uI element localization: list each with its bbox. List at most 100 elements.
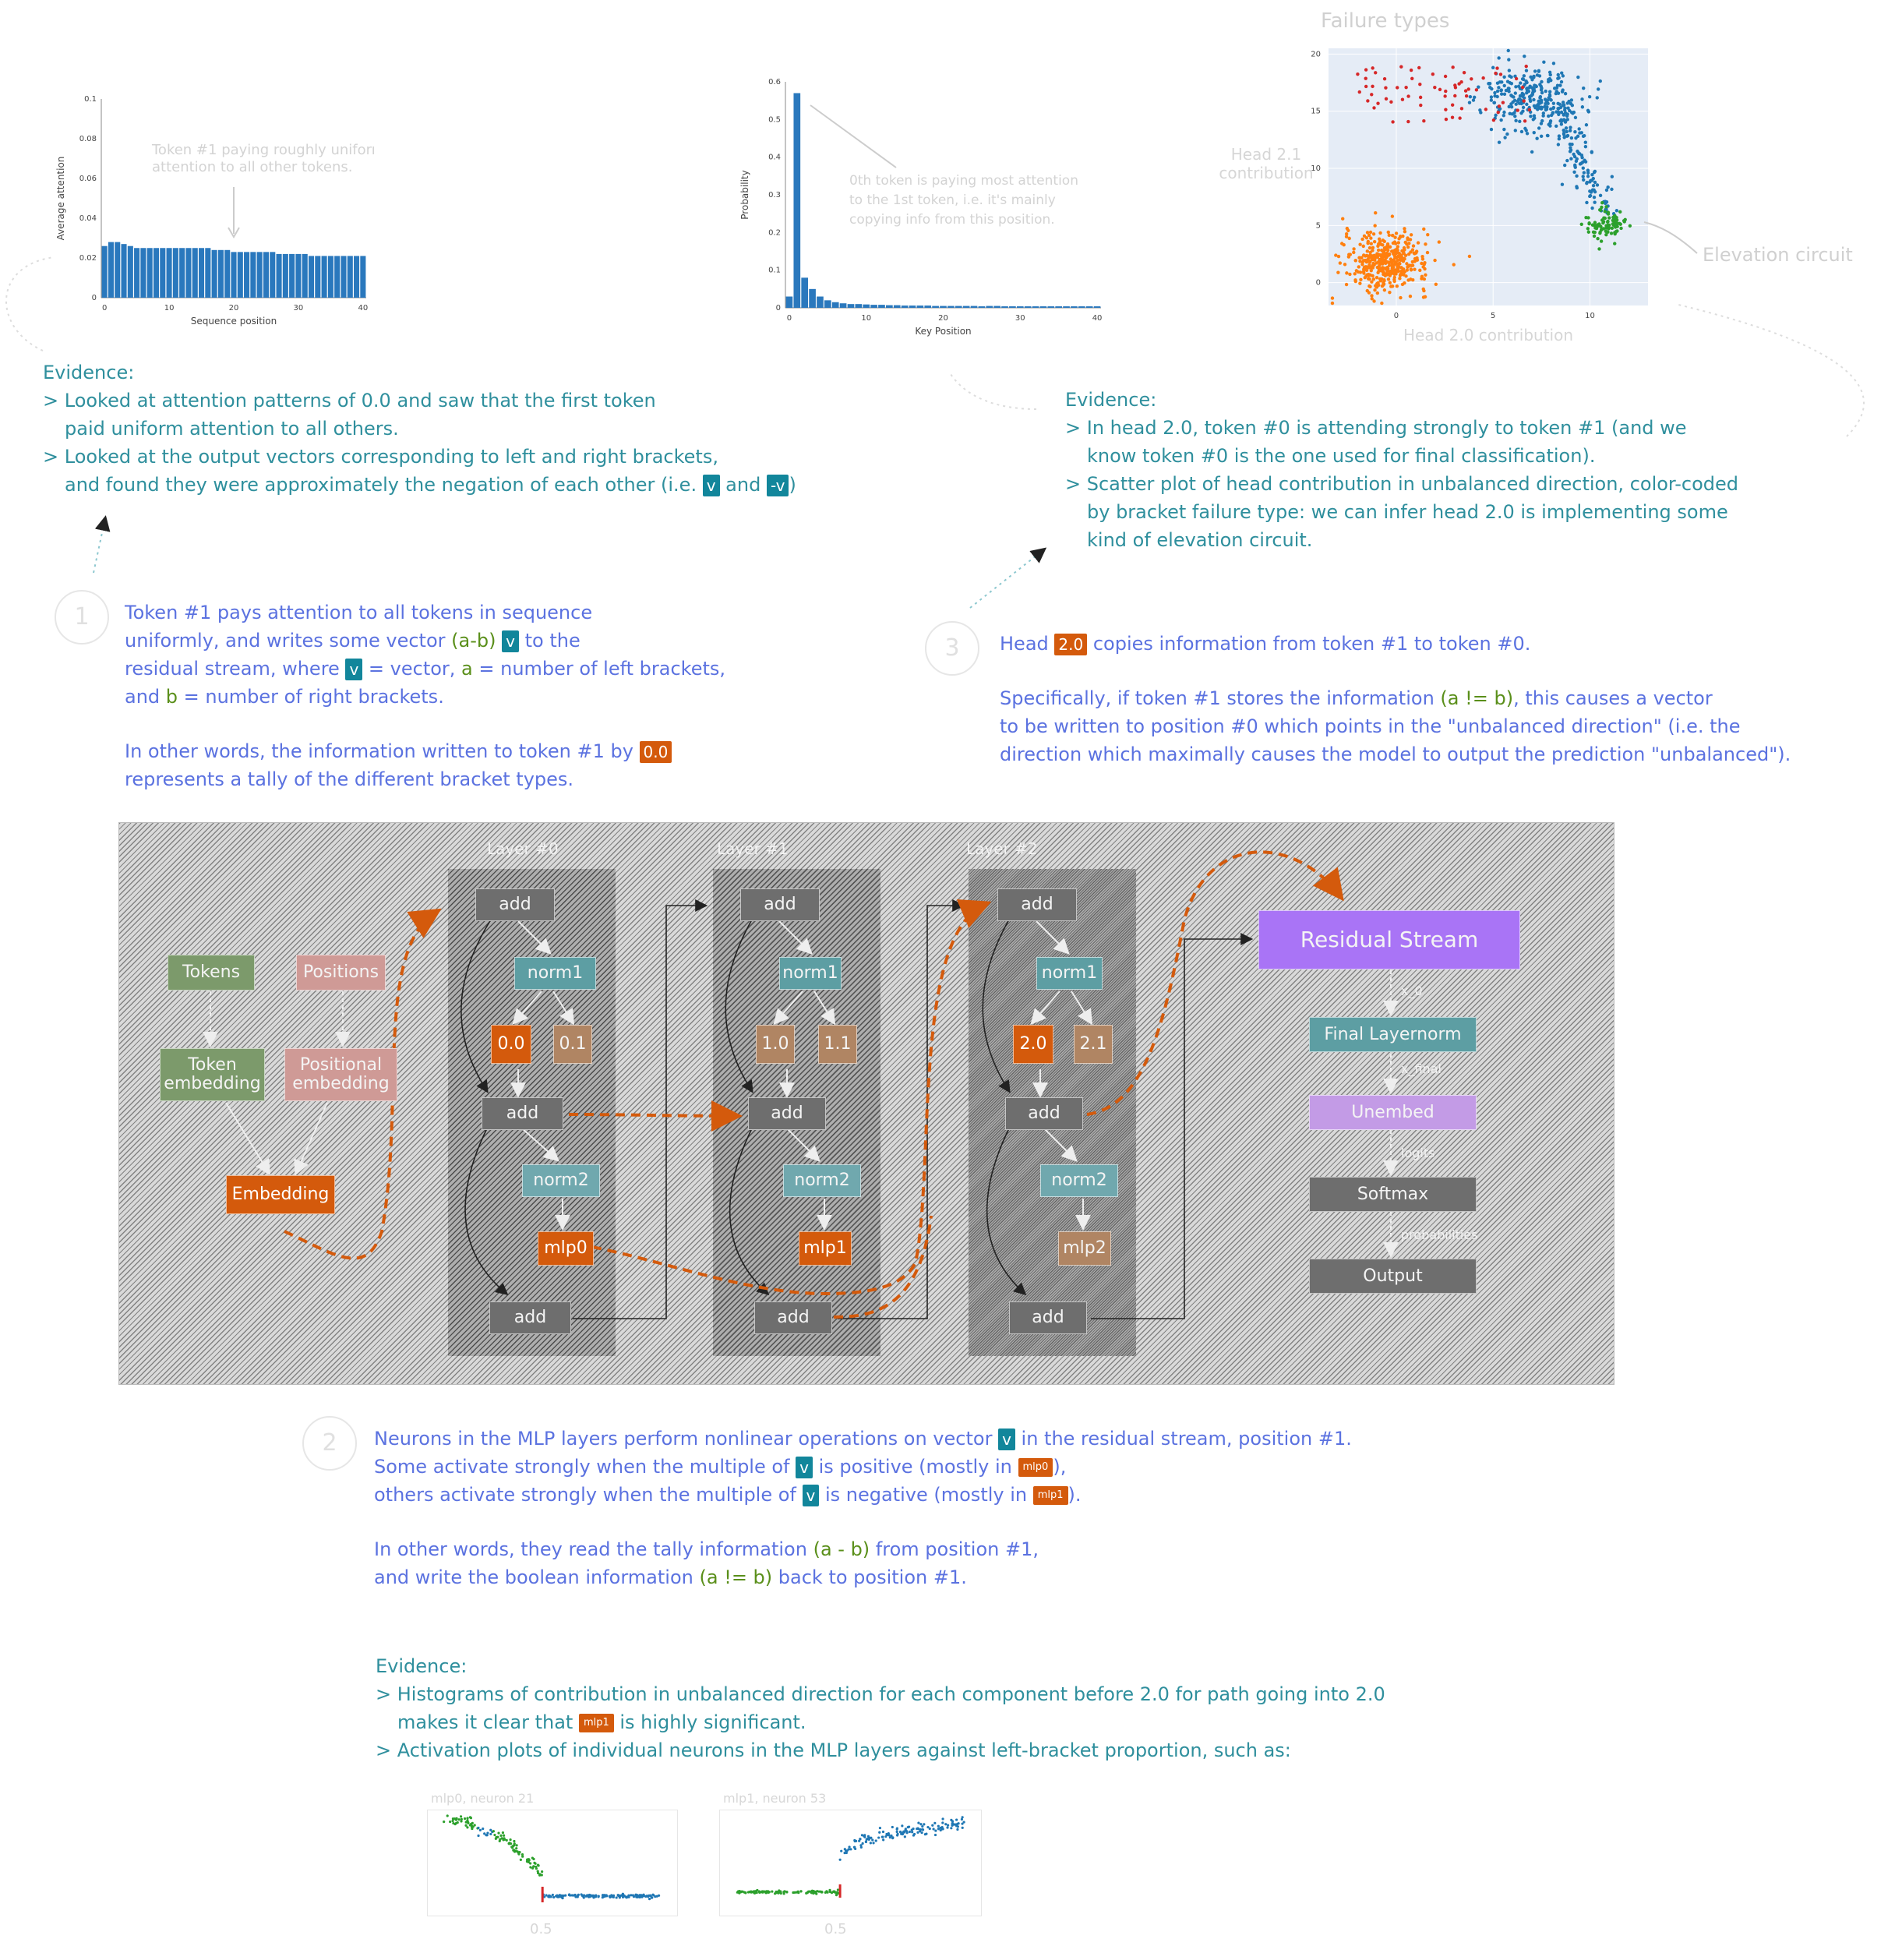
vector-neg-v-tag: -v bbox=[766, 475, 789, 496]
neuron-point bbox=[451, 1819, 454, 1823]
scatter-point bbox=[1563, 91, 1568, 96]
scatter-point bbox=[1357, 90, 1361, 94]
scatter-point bbox=[1424, 273, 1427, 277]
scatter-point bbox=[1569, 148, 1573, 152]
scatter-point bbox=[1396, 245, 1400, 249]
neuron-point bbox=[477, 1826, 480, 1830]
scatter-point bbox=[1462, 70, 1466, 75]
bar bbox=[801, 277, 809, 308]
scatter-point bbox=[1343, 263, 1347, 267]
neuron-point bbox=[950, 1827, 953, 1830]
neuron-point bbox=[531, 1866, 535, 1870]
neuron-point bbox=[912, 1828, 915, 1831]
bar bbox=[295, 253, 302, 298]
scatter-point bbox=[1389, 100, 1393, 104]
mlp1-node: mlp1 bbox=[799, 1231, 852, 1266]
scatter-point bbox=[1554, 90, 1558, 94]
scatter-point bbox=[1529, 75, 1533, 79]
neuron-point bbox=[556, 1894, 559, 1897]
scatter-point bbox=[1396, 268, 1400, 272]
scatter-point bbox=[1491, 118, 1496, 122]
scatter-point bbox=[1566, 106, 1570, 110]
scatter-point bbox=[1361, 244, 1365, 249]
scatter-point bbox=[1390, 267, 1395, 270]
scatter-point bbox=[1487, 82, 1491, 86]
scatter-point bbox=[1543, 104, 1547, 109]
neuron-point bbox=[640, 1895, 643, 1898]
scatter-point bbox=[1512, 95, 1516, 99]
bar bbox=[315, 256, 321, 298]
neuron-point bbox=[944, 1823, 948, 1826]
x-tick-label: 5 bbox=[1491, 312, 1495, 320]
scatter-point bbox=[1569, 136, 1574, 140]
scatter-point bbox=[1512, 111, 1516, 115]
neuron-point bbox=[920, 1831, 923, 1835]
x-tick-label: 30 bbox=[1015, 314, 1025, 323]
bar bbox=[250, 252, 256, 298]
neuron-point bbox=[580, 1893, 583, 1896]
scatter-point bbox=[1596, 237, 1600, 241]
bar bbox=[341, 256, 347, 298]
scatter-point bbox=[1387, 263, 1392, 267]
edge-label-probabilities: probabilities bbox=[1401, 1227, 1478, 1242]
neuron-point bbox=[478, 1828, 482, 1831]
scatter-point bbox=[1357, 265, 1361, 269]
neuron-point bbox=[799, 1890, 803, 1893]
bar bbox=[108, 242, 114, 298]
neuron-point bbox=[459, 1815, 463, 1818]
neuron-point bbox=[796, 1891, 799, 1894]
layer-0-norm2: norm2 bbox=[522, 1164, 600, 1197]
evidence-line: paid uniform attention to all others. bbox=[65, 418, 399, 440]
layer-1-norm2: norm2 bbox=[783, 1164, 861, 1197]
y-axis-label: Average attention bbox=[55, 157, 66, 241]
scatter-point bbox=[1586, 227, 1590, 231]
scatter-point bbox=[1565, 114, 1569, 118]
scatter-point bbox=[1477, 85, 1480, 89]
neuron-point bbox=[836, 1888, 840, 1891]
mlp1-neuron-plot bbox=[719, 1810, 982, 1916]
scatter-point bbox=[1561, 88, 1565, 92]
scatter-point bbox=[1604, 232, 1608, 237]
neuron-point bbox=[916, 1827, 919, 1830]
positional-embedding-node: Positional embedding bbox=[284, 1048, 397, 1101]
scatter-point bbox=[1540, 118, 1544, 123]
scatter-point bbox=[1569, 157, 1573, 161]
scatter-point bbox=[1370, 297, 1374, 301]
neuron-point bbox=[496, 1835, 499, 1838]
scatter-point bbox=[1562, 136, 1566, 139]
scatter-point bbox=[1399, 272, 1404, 277]
neuron-point bbox=[505, 1838, 508, 1842]
scatter-point bbox=[1371, 274, 1374, 278]
evidence-line: by bracket failure type: we can infer he… bbox=[1087, 501, 1728, 523]
scatter-point bbox=[1344, 282, 1349, 287]
neuron-point bbox=[782, 1891, 785, 1894]
scatter-point bbox=[1598, 193, 1603, 197]
scatter-point bbox=[1545, 133, 1550, 138]
neuron-point bbox=[648, 1898, 651, 1901]
annotation-arrow bbox=[1643, 221, 1698, 254]
neuron-point bbox=[545, 1894, 548, 1897]
scatter-point bbox=[1394, 261, 1399, 265]
scatter-point bbox=[1579, 131, 1584, 135]
scatter-point bbox=[1502, 114, 1506, 118]
neuron-point bbox=[454, 1821, 457, 1825]
y-tick-label: 15 bbox=[1311, 108, 1321, 116]
head-2-1-node: 2.1 bbox=[1074, 1025, 1113, 1064]
head-0-0-tag: 0.0 bbox=[639, 741, 672, 763]
scatter-point bbox=[1592, 195, 1597, 200]
neuron-point bbox=[513, 1844, 516, 1847]
scatter-point bbox=[1493, 94, 1497, 98]
scatter-point bbox=[1540, 105, 1544, 110]
neuron-point bbox=[961, 1816, 964, 1819]
neuron-point bbox=[619, 1894, 623, 1898]
scatter-point bbox=[1372, 299, 1376, 303]
scatter-point bbox=[1514, 76, 1519, 81]
bar bbox=[244, 252, 250, 298]
scatter-point bbox=[1444, 108, 1448, 111]
bar bbox=[1039, 306, 1047, 308]
evidence-text: ) bbox=[789, 474, 796, 496]
edge-label-xfinal: x_final bbox=[1401, 1061, 1442, 1076]
bar bbox=[172, 248, 178, 298]
neuron-point bbox=[905, 1831, 909, 1835]
head-0-0-node: 0.0 bbox=[491, 1025, 531, 1064]
